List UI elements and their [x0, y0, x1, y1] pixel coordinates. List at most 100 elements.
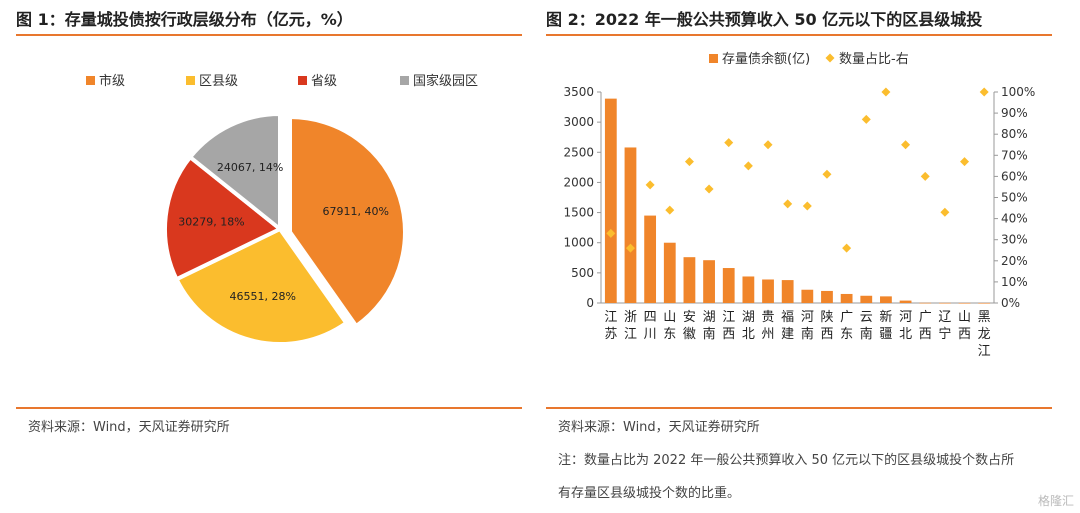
bar: [840, 293, 853, 303]
figure2-top-rule: [546, 34, 1052, 36]
scatter-point: [979, 87, 989, 97]
bar-scatter-chart: 存量债余额(亿) 数量占比-右 0 500 1000 1500 2000 2500 3000 35…: [563, 51, 1035, 359]
bar: [958, 302, 971, 304]
legend-marker: [825, 53, 835, 63]
left-tick-label: 1500: [563, 206, 594, 220]
pie-chart: 市级 区县级 省级 国家级园区 67911, 40% 46551, 28% 30279, 1…: [86, 73, 478, 346]
right-tick-label: 10%: [1001, 275, 1028, 289]
bar: [624, 147, 637, 303]
bar: [880, 296, 892, 303]
pie-data-label: 46551, 28%: [230, 290, 296, 303]
bar: [801, 289, 814, 303]
legend-swatch: [86, 76, 95, 85]
right-tick-label: 100%: [1001, 85, 1035, 99]
bar: [978, 302, 991, 304]
bar: [742, 276, 755, 303]
left-tick-label: 3000: [563, 115, 594, 129]
scatter-point: [606, 228, 616, 238]
bar: [762, 279, 774, 303]
x-tick-label: 山西: [958, 310, 971, 342]
bar: [919, 302, 932, 304]
scatter-point: [802, 201, 812, 211]
x-tick-label: 黑龙江: [978, 310, 991, 359]
x-tick-label: 福建: [781, 310, 794, 342]
pie-data-label: 67911, 40%: [323, 205, 389, 218]
bar: [703, 260, 715, 303]
right-tick-label: 60%: [1001, 169, 1028, 183]
x-tick-label: 江苏: [604, 310, 617, 342]
legend-label: 市级: [99, 73, 125, 89]
x-tick-label: 湖南: [703, 310, 716, 342]
scatter-point: [743, 161, 753, 171]
bar: [821, 290, 833, 303]
scatter-point: [881, 87, 891, 97]
left-tick-label: 1000: [563, 236, 594, 250]
bar: [722, 268, 735, 303]
x-tick-label: 辽宁: [938, 310, 951, 342]
bar: [899, 300, 912, 303]
x-tick-label: 四川: [644, 310, 657, 342]
pie-slice: [173, 226, 350, 346]
x-tick-label: 山东: [663, 310, 676, 342]
figure1-title: 图 1：存量城投债按行政层级分布（亿元，%）: [16, 10, 353, 29]
scatter-point: [940, 207, 950, 217]
right-tick-label: 30%: [1001, 233, 1028, 247]
watermark: 格隆汇: [1037, 494, 1074, 508]
left-tick-label: 500: [571, 266, 594, 280]
right-tick-label: 50%: [1001, 191, 1028, 205]
bar: [781, 280, 794, 303]
x-tick-label: 河南: [801, 310, 814, 342]
legend-label: 国家级园区: [413, 73, 478, 89]
x-tick-label: 广东: [840, 310, 853, 342]
bar: [663, 242, 676, 303]
figure1-top-rule: [16, 34, 522, 36]
bar: [604, 98, 617, 303]
pie-data-label: 24067, 14%: [217, 161, 283, 174]
right-tick-label: 0%: [1001, 296, 1020, 310]
scatter-point: [724, 138, 734, 148]
x-tick-label: 江西: [722, 310, 735, 342]
figure2-note-line1: 注：数量占比为 2022 年一般公共预算收入 50 亿元以下的区县级城投个数占所: [558, 453, 1015, 468]
left-tick-label: 0: [586, 296, 594, 310]
x-tick-label: 广西: [919, 310, 932, 342]
legend-swatch: [298, 76, 307, 85]
x-tick-label: 湖北: [742, 310, 755, 342]
x-tick-label: 河北: [899, 310, 912, 342]
legend-swatch: [709, 54, 718, 63]
scatter-point: [842, 243, 852, 253]
scatter-point: [625, 243, 635, 253]
scatter-point: [684, 157, 694, 167]
pie-data-label: 30279, 18%: [178, 215, 244, 228]
right-tick-label: 40%: [1001, 212, 1028, 226]
scatter-point: [920, 171, 930, 181]
left-tick-label: 2500: [563, 145, 594, 159]
right-tick-label: 20%: [1001, 254, 1028, 268]
legend-label: 省级: [311, 74, 337, 89]
legend-label: 存量债余额(亿): [722, 51, 810, 67]
figure2-note-line2: 有存量区县级城投个数的比重。: [558, 486, 741, 501]
bar: [938, 302, 951, 304]
figure2-source: 资料来源：Wind，天风证券研究所: [558, 420, 760, 435]
legend-label: 区县级: [199, 74, 238, 89]
x-tick-label: 安徽: [683, 310, 696, 342]
left-tick-label: 2000: [563, 175, 594, 189]
right-tick-label: 80%: [1001, 127, 1028, 141]
scatter-point: [822, 169, 832, 179]
scatter-point: [665, 205, 675, 215]
figure1-bottom-rule: [16, 407, 522, 409]
pie-slice: [163, 154, 284, 282]
legend-swatch: [186, 76, 195, 85]
x-tick-label: 陕西: [820, 310, 833, 342]
x-tick-label: 贵州: [762, 310, 775, 342]
scatter-point: [704, 184, 714, 194]
scatter-point: [901, 140, 911, 150]
scatter-point: [763, 140, 773, 150]
left-tick-label: 3500: [563, 85, 594, 99]
right-tick-label: 90%: [1001, 106, 1028, 120]
pie-slice: [187, 111, 282, 234]
scatter-point: [861, 114, 871, 124]
figure1-source: 资料来源：Wind，天风证券研究所: [28, 420, 230, 435]
bar: [860, 295, 873, 303]
scatter-point: [783, 199, 793, 209]
x-tick-label: 浙江: [624, 310, 637, 342]
